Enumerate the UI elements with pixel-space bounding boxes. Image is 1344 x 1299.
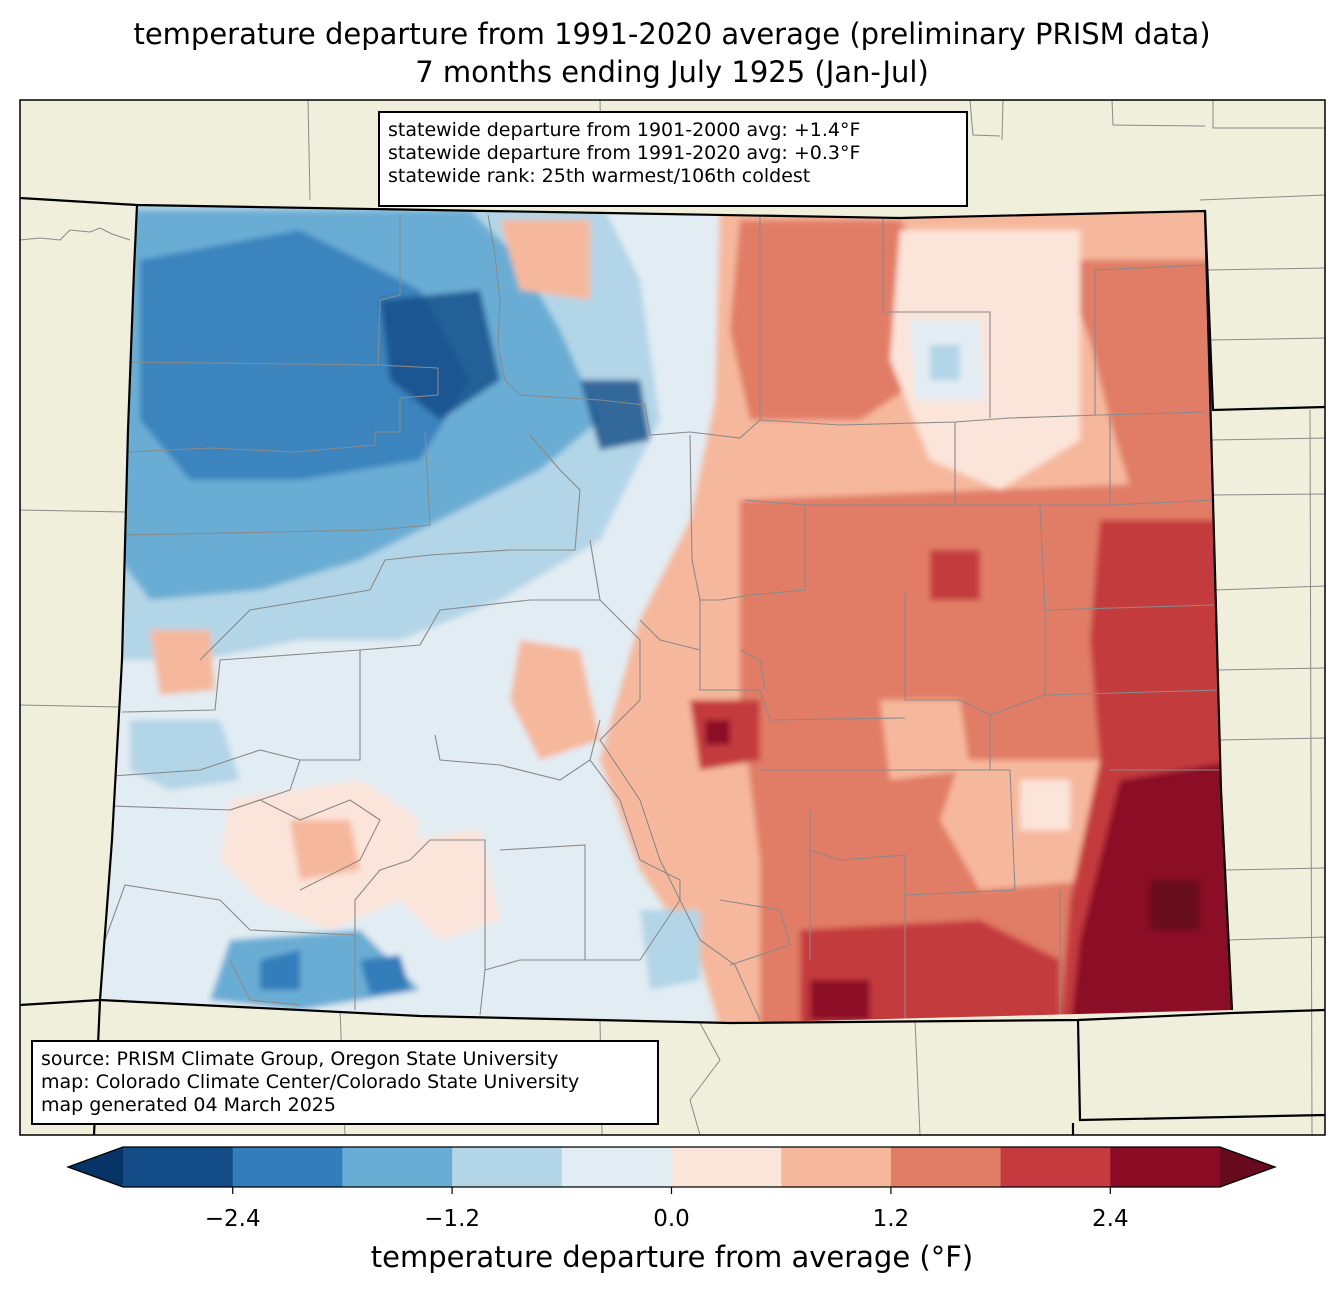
colorbar-bin-4 <box>561 1147 672 1187</box>
colorbar <box>66 1146 1277 1194</box>
colorbar-over-arrow <box>1220 1147 1275 1187</box>
credits-box: source: PRISM Climate Group, Oregon Stat… <box>31 1040 659 1125</box>
colorbar-label: temperature departure from average (°F) <box>370 1240 974 1274</box>
colorbar-bin-8 <box>1000 1147 1111 1187</box>
map-title-line2: 7 months ending July 1925 (Jan-Jul) <box>415 55 929 89</box>
stats-departure-1991-2020: statewide departure from 1991-2020 avg: … <box>388 142 861 164</box>
colorbar-bin-1 <box>232 1147 343 1187</box>
colorbar-bin-5 <box>671 1147 782 1187</box>
colorbar-tick-label: 1.2 <box>872 1206 910 1232</box>
colorbar-bin-0 <box>123 1147 234 1187</box>
county-lines <box>104 214 1221 1021</box>
state-borders <box>19 196 1326 1136</box>
departure-field <box>100 205 1232 1023</box>
colorbar-tick-label: −2.4 <box>204 1206 261 1232</box>
statewide-stats-box: statewide departure from 1901-2000 avg: … <box>378 111 968 207</box>
map-border <box>19 99 1326 1136</box>
colorbar-under-arrow <box>68 1147 123 1187</box>
colorbar-bin-7 <box>890 1147 1002 1187</box>
stats-departure-1901-2000: statewide departure from 1901-2000 avg: … <box>388 119 861 141</box>
credits-source: source: PRISM Climate Group, Oregon Stat… <box>41 1048 559 1070</box>
colorbar-bin-6 <box>781 1147 892 1187</box>
credits-generated: map generated 04 March 2025 <box>41 1094 336 1116</box>
credits-map: map: Colorado Climate Center/Colorado St… <box>41 1071 580 1093</box>
colorbar-bin-3 <box>452 1147 563 1187</box>
stats-rank: statewide rank: 25th warmest/106th colde… <box>388 165 811 187</box>
colorbar-bin-9 <box>1110 1147 1221 1187</box>
colorbar-tick-label: 2.4 <box>1092 1206 1129 1232</box>
colorbar-tick-label: −1.2 <box>424 1206 481 1232</box>
colorbar-bin-2 <box>342 1147 453 1187</box>
map-title-line1: temperature departure from 1991-2020 ave… <box>133 17 1211 51</box>
neighbor-county-lines <box>19 99 1326 1136</box>
colorbar-tick-label: 0.0 <box>653 1206 690 1232</box>
